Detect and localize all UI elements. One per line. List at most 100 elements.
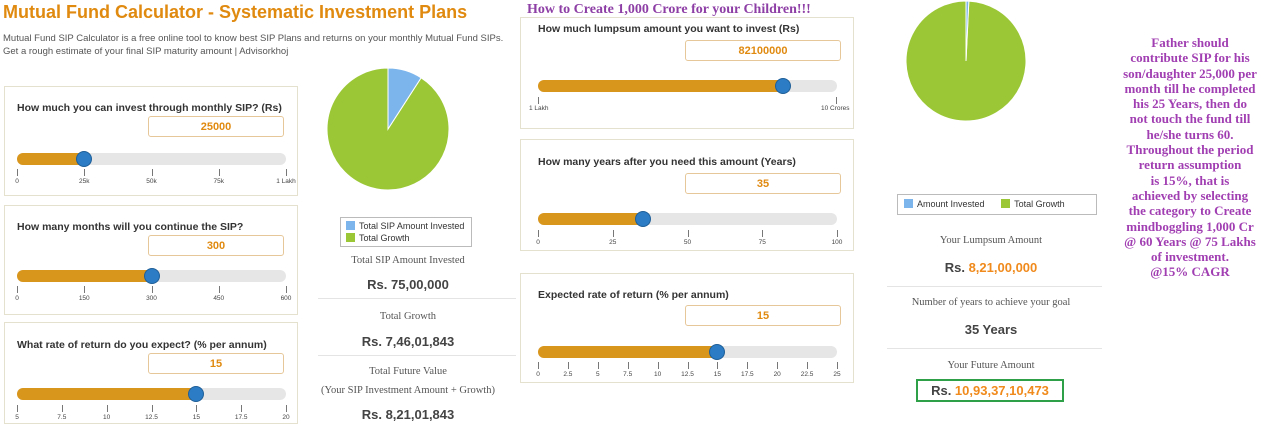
slider-tick-label: 15	[713, 371, 722, 378]
divider	[887, 348, 1102, 349]
lumpsum-amount-result-label: Your Lumpsum Amount	[939, 235, 1043, 246]
note-line: Throughout the period	[1126, 142, 1254, 158]
sip-amount-slider-handle[interactable]	[76, 151, 93, 167]
slider-tick	[218, 286, 220, 293]
slider-tick	[151, 286, 153, 293]
note-line: @15% CAGR	[1150, 264, 1230, 280]
slider-tick	[837, 230, 838, 237]
legend-item-growth: Total Growth	[346, 232, 466, 244]
invested-swatch	[904, 199, 913, 208]
slider-tick	[717, 362, 719, 369]
slider-tick-label: 15	[192, 414, 200, 421]
future-amount-value: 10,93,37,10,473	[954, 383, 1049, 398]
sip-months-input[interactable]: 300	[148, 235, 284, 256]
slider-tick	[762, 230, 764, 237]
slider-tick	[687, 362, 689, 369]
lumpsum-amount-input[interactable]: 82100000	[685, 40, 841, 61]
sip-invested-label: Total SIP Amount Invested	[351, 255, 465, 266]
sip-future-sub-label: (Your SIP Investment Amount + Growth)	[321, 385, 495, 396]
slider-tick	[286, 286, 287, 293]
slider-tick-label: 20	[282, 414, 290, 421]
slider-tick	[286, 405, 287, 412]
sip-invested-value: Rs. 75,00,000	[367, 277, 449, 292]
sip-rate-slider-handle[interactable]	[188, 386, 205, 402]
lumpsum-rate-card: Expected rate of return (% per annum) 15…	[520, 273, 854, 383]
lumpsum-years-slider-handle[interactable]	[634, 211, 651, 227]
lumpsum-amount-slider-handle[interactable]	[774, 78, 791, 94]
tick	[836, 97, 837, 104]
note-line: his 25 Years, then do	[1132, 96, 1247, 112]
note-line: not touch the fund till	[1129, 111, 1251, 127]
slider-tick-label: 17.5	[234, 414, 248, 421]
note-line: he/she turns 60.	[1146, 126, 1234, 142]
slider-tick-label: 7.5	[57, 414, 67, 421]
sip-pie-chart	[327, 67, 449, 191]
sip-rate-slider-track[interactable]	[17, 388, 286, 400]
slider-tick-label: 12.5	[681, 371, 694, 378]
slider-tick-label: 20	[773, 371, 781, 378]
slider-tick	[538, 230, 539, 237]
note-line: Father should	[1151, 35, 1229, 50]
slider-tick-label: 22.5	[800, 371, 814, 378]
sip-amount-input[interactable]: 25000	[148, 116, 284, 137]
divider	[318, 298, 516, 299]
lumpsum-rate-slider-fill	[538, 346, 718, 358]
slider-tick-label: 600	[280, 295, 292, 302]
slider-tick-label: 50k	[146, 178, 157, 185]
currency-prefix: Rs.	[931, 383, 955, 398]
slider-tick	[567, 362, 569, 369]
sip-amount-slider-track[interactable]	[17, 153, 286, 165]
slider-tick-label: 0	[15, 295, 19, 302]
sip-rate-input[interactable]: 15	[148, 353, 284, 374]
pie-slice-invested	[965, 0, 970, 62]
lumpsum-years-label: How many years after you need this amoun…	[538, 156, 796, 168]
slider-tick-label: 75	[758, 239, 766, 246]
legend-growth-label: Total Growth	[359, 233, 410, 243]
legend-total-growth-label: Total Growth	[1014, 199, 1065, 209]
slider-tick	[61, 405, 63, 412]
slider-tick	[17, 286, 18, 293]
lumpsum-amount-slider-track[interactable]	[538, 80, 837, 92]
slider-tick-label: 25k	[79, 178, 90, 185]
lumpsum-amount-label: How much lumpsum amount you want to inve…	[538, 23, 800, 35]
sip-growth-label: Total Growth	[379, 311, 437, 322]
legend-item-amount-invested: Amount Invested	[904, 199, 985, 209]
lumpsum-rate-slider-handle[interactable]	[709, 344, 726, 360]
divider	[318, 355, 516, 356]
slider-tick-label: 150	[78, 295, 90, 302]
slider-tick-label: 10	[653, 371, 662, 378]
lumpsum-heading: How to Create 1,000 Crore for your Child…	[527, 2, 811, 17]
tick	[538, 97, 539, 104]
slider-tick	[597, 362, 599, 369]
lumpsum-rate-slider-track[interactable]	[538, 346, 837, 358]
slider-tick	[286, 169, 287, 176]
slider-tick	[627, 362, 629, 369]
lumpsum-years-input[interactable]: 35	[685, 173, 841, 194]
slider-tick	[218, 169, 220, 176]
slider-tick-label: 25	[609, 239, 617, 246]
slider-tick-label: 17.5	[740, 371, 754, 378]
note-line: month till he completed	[1124, 80, 1256, 96]
page-title: Mutual Fund Calculator - Systematic Inve…	[3, 2, 468, 22]
note-line: contribute SIP for his	[1130, 50, 1250, 66]
lumpsum-years-slider-track[interactable]	[538, 213, 837, 225]
slider-tick	[84, 286, 86, 293]
slider-tick	[747, 362, 749, 369]
slider-tick-label: 5	[15, 414, 19, 421]
slider-tick	[84, 169, 86, 176]
slider-tick	[612, 230, 614, 237]
lumpsum-amount-card: How much lumpsum amount you want to inve…	[520, 17, 854, 129]
note-line: is 15%, that is	[1150, 172, 1230, 188]
slider-tick	[241, 405, 243, 412]
slider-tick-label: 300	[146, 295, 157, 302]
legend-item-total-growth: Total Growth	[1001, 199, 1065, 209]
lumpsum-rate-input[interactable]: 15	[685, 305, 841, 326]
page-description-line-2: Get a rough estimate of your final SIP m…	[3, 46, 289, 57]
slider-tick	[17, 405, 18, 412]
slider-tick-label: 0	[536, 371, 540, 378]
lumpsum-min-label: 1 Lakh	[529, 105, 549, 112]
sip-months-slider-handle[interactable]	[143, 268, 160, 284]
slider-tick-label: 75k	[213, 178, 224, 185]
note-line: return assumption	[1138, 157, 1242, 173]
sip-rate-label: What rate of return do you expect? (% pe…	[17, 339, 267, 351]
